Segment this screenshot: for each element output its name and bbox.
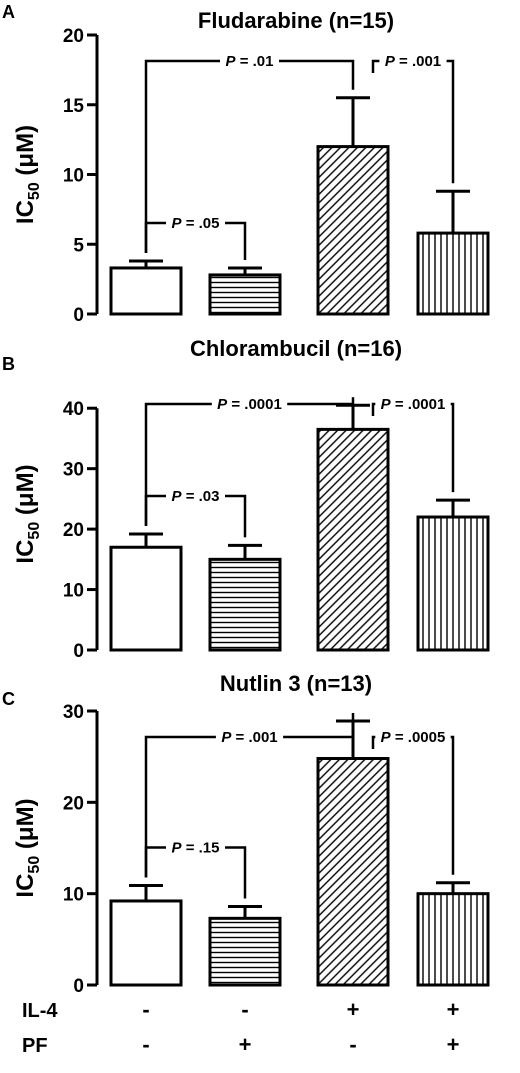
chart-panel-b: B Chlorambucil (n=16) 0 10 20 30 40 IC50 (μM) P … [2, 336, 490, 662]
y-tick-label: 30 [63, 460, 84, 481]
p-value-backdrop [379, 51, 447, 71]
p-value-label: P = .15 [172, 839, 220, 856]
bar [208, 273, 282, 316]
condition-sign: + [447, 1032, 460, 1057]
condition-sign: + [239, 1032, 252, 1057]
chart-title: Chlorambucil (n=16) [190, 336, 402, 361]
condition-table: IL-4 - - + + PF - + - + [22, 997, 459, 1057]
panel-letter: A [2, 2, 15, 22]
y-tick-label: 20 [63, 26, 84, 47]
y-tick-label: 10 [63, 581, 84, 602]
chart-panel-c: C Nutlin 3 (n=13) 0 10 20 30 IC50 (μM) P = .15 P… [2, 671, 490, 997]
bar [208, 557, 282, 652]
condition-label: IL-4 [22, 1000, 58, 1022]
p-value-backdrop [375, 727, 451, 747]
p-value-backdrop [375, 394, 451, 414]
y-tick-label: 10 [63, 166, 84, 187]
y-tick-label: 10 [63, 885, 84, 906]
condition-sign: - [349, 1032, 356, 1057]
bar [109, 899, 183, 987]
p-value-label: P = .0005 [381, 729, 446, 746]
condition-sign: - [241, 997, 248, 1022]
bar [316, 756, 390, 987]
p-value-backdrop [166, 837, 225, 858]
panel-letter: B [2, 354, 15, 374]
p-value-label: P = .0001 [217, 396, 282, 413]
condition-sign: - [142, 1032, 149, 1057]
chart-title: Fludarabine (n=15) [198, 8, 394, 33]
y-tick-label: 5 [73, 235, 84, 256]
p-value-label: P = .0001 [381, 396, 446, 413]
p-value-backdrop [220, 51, 279, 71]
bar [416, 231, 490, 316]
bar [109, 545, 183, 652]
p-value-backdrop [215, 727, 284, 747]
bar [316, 427, 390, 652]
bar [416, 515, 490, 652]
y-tick-label: 0 [73, 976, 84, 997]
condition-sign: + [447, 997, 460, 1022]
panel-letter: C [2, 689, 15, 709]
p-value-backdrop [166, 212, 225, 233]
p-value-label: P = .05 [172, 215, 220, 232]
y-tick-label: 0 [73, 305, 84, 326]
p-value-label: P = .001 [385, 53, 441, 70]
y-tick-label: 15 [63, 96, 85, 117]
y-tick-label: 0 [73, 641, 84, 662]
p-value-label: P = .01 [226, 53, 274, 70]
y-axis-label: IC50 (μM) [12, 125, 43, 224]
p-value-backdrop [166, 485, 225, 506]
y-tick-label: 40 [63, 399, 84, 420]
p-value-label: P = .001 [221, 729, 277, 746]
y-axis-label: IC50 (μM) [12, 464, 43, 563]
chart-title: Nutlin 3 (n=13) [220, 671, 372, 696]
bar [416, 892, 490, 987]
condition-sign: - [142, 997, 149, 1022]
p-value-label: P = .03 [172, 488, 220, 505]
y-axis-label: IC50 (μM) [12, 798, 43, 897]
bar [316, 145, 390, 316]
y-tick-label: 20 [63, 520, 84, 541]
p-value-backdrop [211, 394, 288, 414]
chart-panel-a: A Fludarabine (n=15) 0 5 10 15 20 IC50 (μM) P = … [2, 2, 490, 326]
y-tick-label: 20 [63, 793, 84, 814]
condition-sign: + [347, 997, 360, 1022]
bar [109, 266, 183, 316]
bar [208, 916, 282, 987]
y-tick-label: 30 [63, 702, 84, 723]
condition-label: PF [22, 1035, 48, 1057]
